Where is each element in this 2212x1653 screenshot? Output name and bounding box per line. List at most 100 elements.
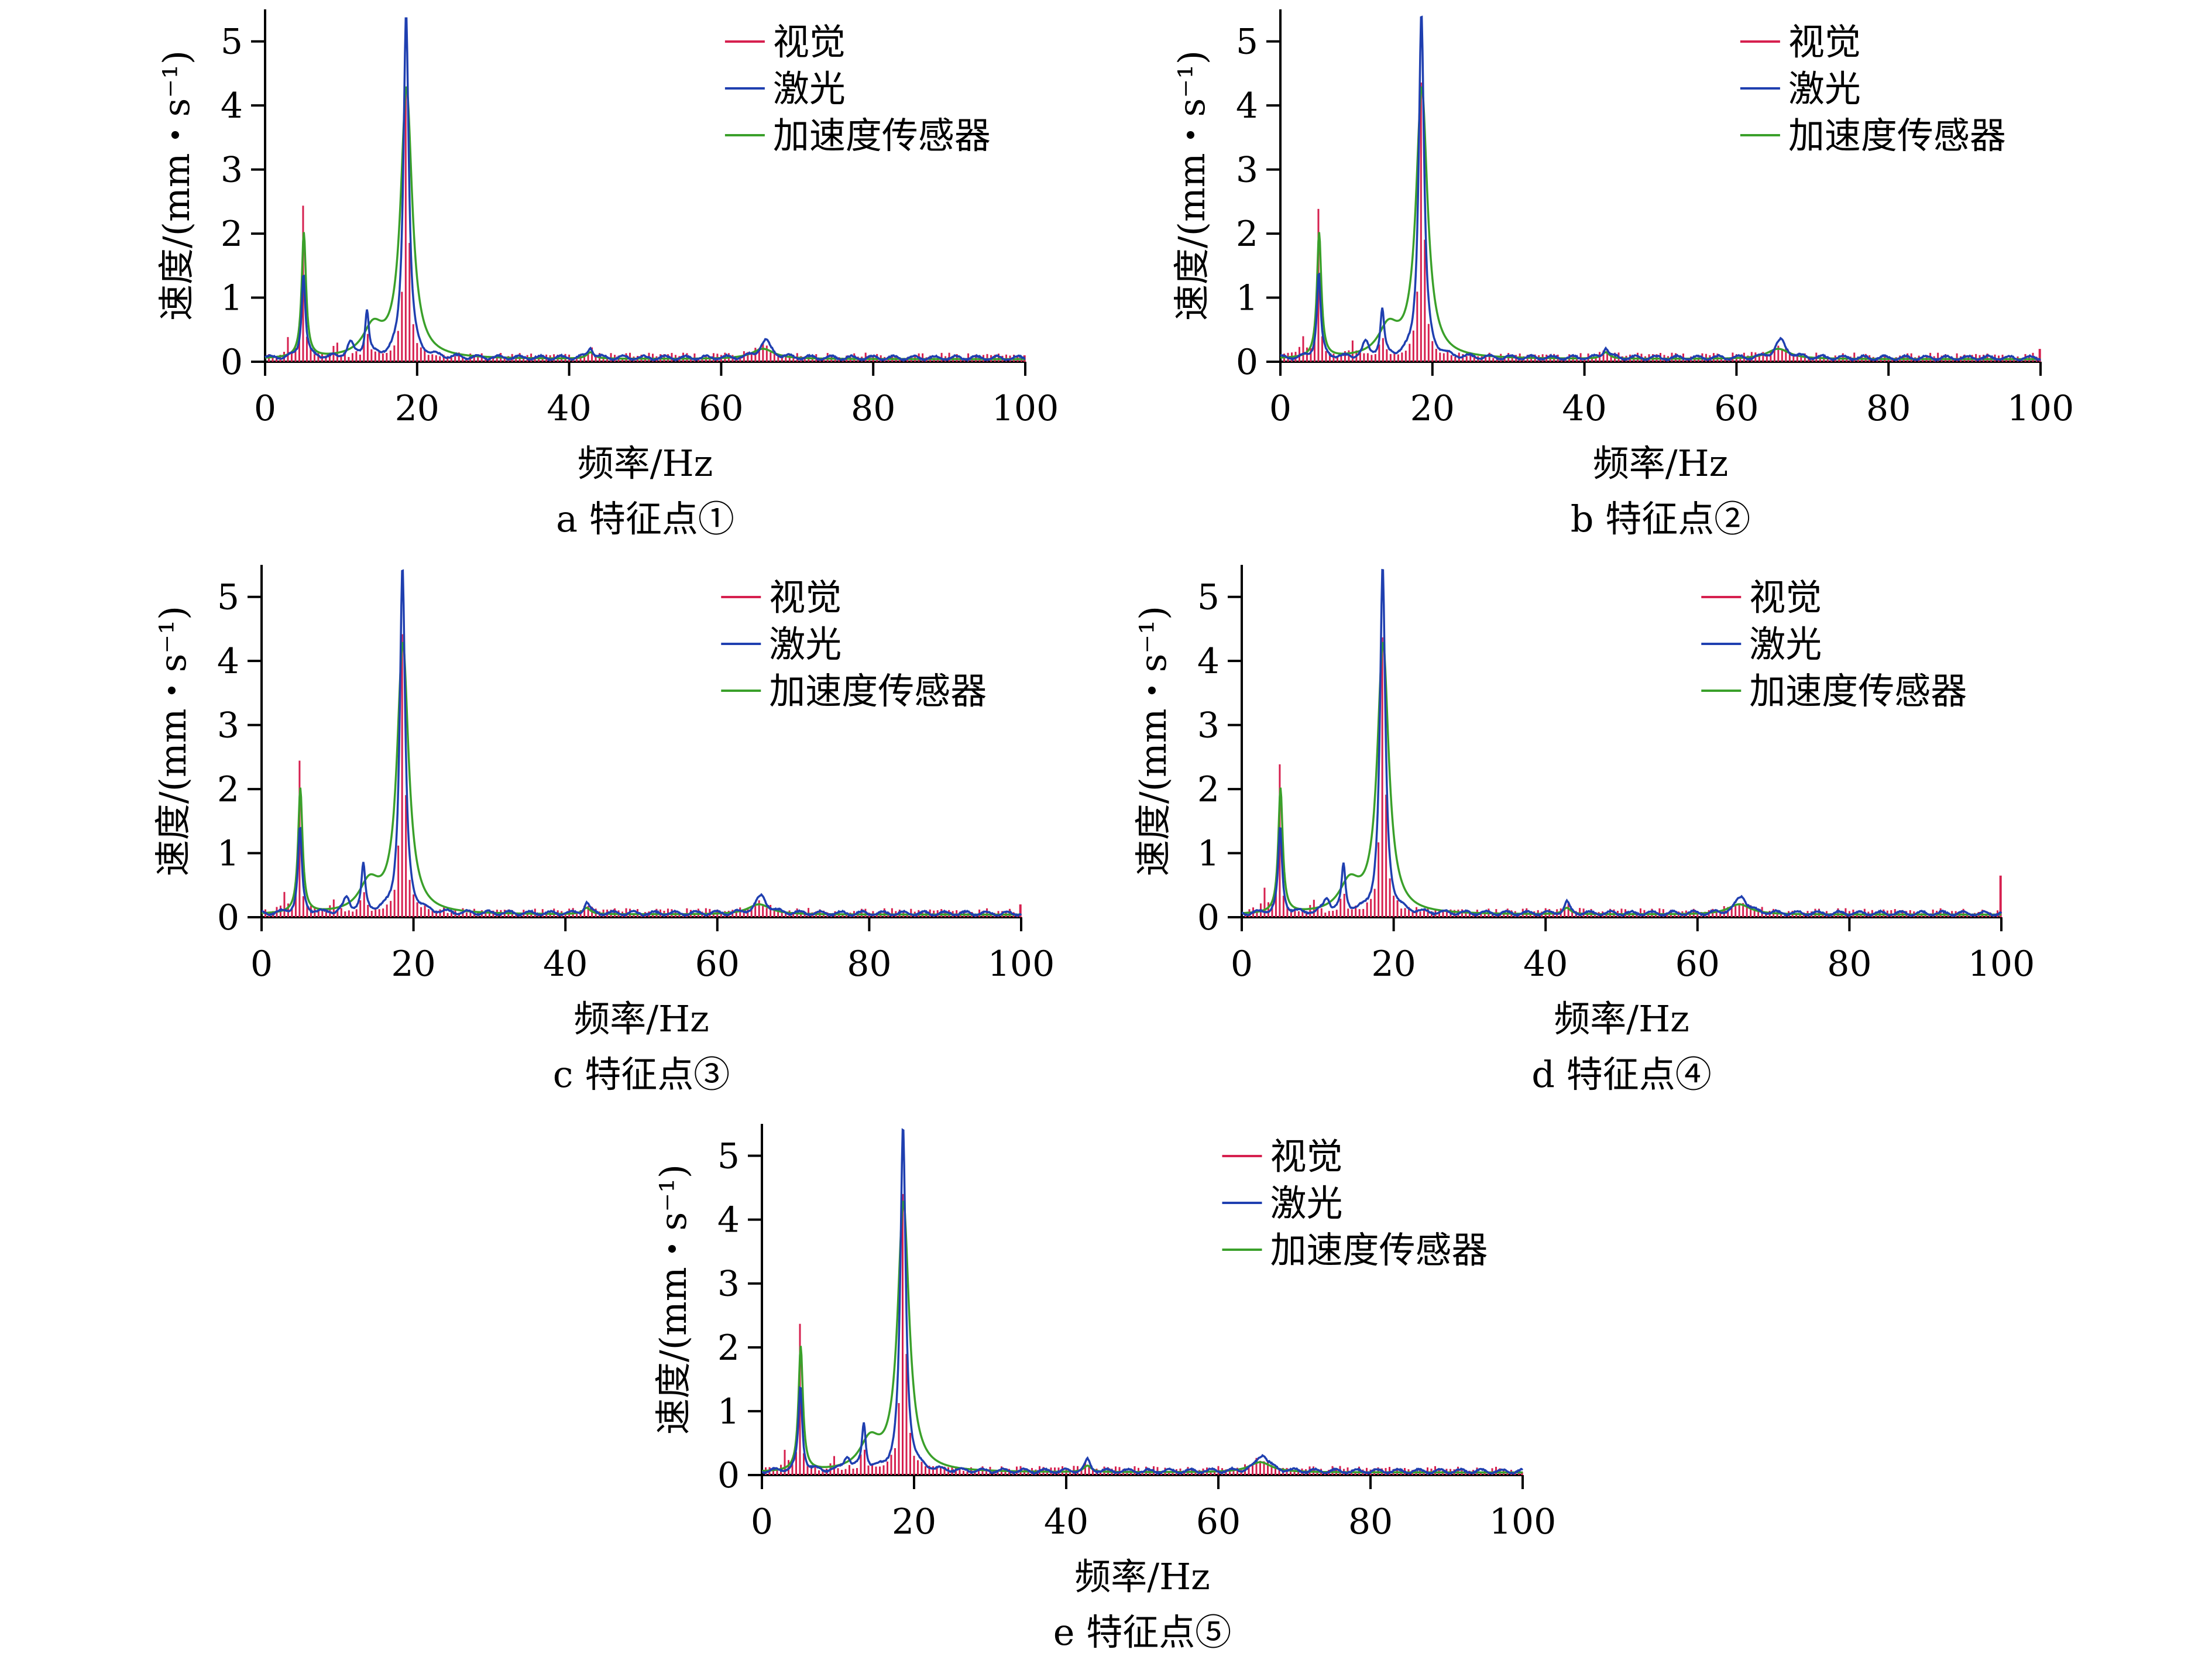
series-laser-line: [261, 569, 1022, 918]
panel-caption: a 特征点①: [556, 498, 734, 540]
y-axis-label: 速度/(mm・s⁻¹): [1170, 50, 1213, 321]
x-tick-label: 20: [395, 388, 439, 429]
x-tick-label: 40: [1523, 944, 1568, 985]
x-tick-label: 60: [699, 388, 743, 429]
y-tick-label: 0: [217, 897, 239, 938]
x-tick-label: 60: [1196, 1501, 1241, 1542]
y-tick-label: 3: [221, 150, 243, 191]
x-tick-label: 0: [751, 1501, 773, 1542]
x-tick-label: 80: [847, 944, 891, 985]
y-tick-label: 0: [717, 1455, 740, 1496]
legend-label: 加速度传感器: [1270, 1229, 1488, 1271]
y-tick-label: 3: [717, 1264, 740, 1305]
series-laser-line: [1241, 568, 2003, 918]
x-axis-label: 频率/Hz: [578, 442, 713, 485]
y-tick-label: 0: [1197, 897, 1220, 938]
y-tick-label: 2: [1197, 769, 1220, 810]
x-axis-label: 频率/Hz: [573, 997, 709, 1040]
y-tick-label: 4: [717, 1200, 740, 1241]
x-tick-label: 60: [695, 944, 740, 985]
y-tick-label: 0: [221, 342, 243, 383]
y-tick-label: 3: [217, 705, 239, 746]
series-laser-line: [1280, 15, 2041, 362]
x-tick-label: 60: [1714, 388, 1758, 429]
x-tick-label: 20: [391, 944, 435, 985]
x-tick-label: 0: [254, 388, 276, 429]
legend-label: 激光: [1270, 1182, 1343, 1225]
y-tick-label: 5: [1236, 22, 1258, 63]
y-tick-label: 1: [217, 834, 239, 874]
series-laser-line: [264, 17, 1026, 362]
legend-label: 视觉: [1749, 576, 1822, 619]
y-tick-label: 1: [221, 278, 243, 319]
y-tick-label: 4: [217, 641, 239, 682]
x-tick-label: 60: [1675, 944, 1720, 985]
chart-panel-e: 0 20 40 60 80 100 0 1 2 3 4 5 频率/Hz 速度/(mm・s⁻¹) e 特征点⑤…: [652, 1124, 1556, 1653]
y-axis-label: 速度/(mm・s⁻¹): [652, 1164, 695, 1435]
y-tick-label: 4: [1197, 641, 1220, 682]
x-tick-label: 80: [851, 388, 895, 429]
x-tick-label: 100: [2007, 388, 2074, 429]
y-tick-label: 3: [1197, 705, 1220, 746]
y-axis-label: 速度/(mm・s⁻¹): [1132, 606, 1174, 876]
legend-label: 视觉: [773, 20, 846, 63]
legend-label: 加速度传感器: [773, 114, 991, 157]
x-tick-label: 80: [1866, 388, 1911, 429]
x-tick-label: 100: [988, 944, 1055, 985]
legend-label: 加速度传感器: [1749, 670, 1967, 712]
panel-caption: b 特征点②: [1571, 498, 1750, 540]
x-tick-label: 40: [1044, 1501, 1088, 1542]
x-tick-label: 80: [1348, 1501, 1393, 1542]
series-vision: [264, 634, 1022, 917]
chart-panel-c: 0 20 40 60 80 100 0 1 2 3 4 5 频率/Hz 速度/(mm・s⁻¹) c 特征点③…: [152, 565, 1055, 1096]
y-tick-label: 4: [221, 85, 243, 126]
legend-label: 激光: [769, 623, 841, 666]
legend-label: 视觉: [769, 576, 841, 619]
panel-caption: d 特征点④: [1531, 1053, 1711, 1096]
y-tick-label: 2: [221, 214, 243, 255]
y-tick-label: 4: [1236, 85, 1258, 126]
x-axis-label: 频率/Hz: [1554, 997, 1689, 1040]
x-tick-label: 40: [543, 944, 588, 985]
y-tick-label: 1: [717, 1391, 740, 1432]
x-tick-label: 20: [1410, 388, 1455, 429]
y-tick-label: 1: [1197, 834, 1220, 874]
chart-panel-a: 0 20 40 60 80 100 0 1 2 3 4 5 频率/Hz 速度/(mm・s⁻¹) a 特征点①…: [155, 9, 1059, 540]
x-tick-label: 40: [1562, 388, 1606, 429]
x-tick-label: 20: [1371, 944, 1416, 985]
x-tick-label: 100: [992, 388, 1059, 429]
y-tick-label: 5: [1197, 577, 1220, 618]
legend-label: 视觉: [1270, 1135, 1343, 1178]
y-tick-label: 5: [217, 577, 239, 618]
x-tick-label: 80: [1827, 944, 1871, 985]
x-tick-label: 100: [1489, 1501, 1557, 1542]
y-tick-label: 0: [1236, 342, 1258, 383]
panel-caption: e 特征点⑤: [1053, 1611, 1231, 1653]
x-tick-label: 0: [250, 944, 273, 985]
legend-label: 视觉: [1788, 20, 1861, 63]
x-axis-label: 频率/Hz: [1593, 442, 1729, 485]
chart-panel-b: 0 20 40 60 80 100 0 1 2 3 4 5 频率/Hz 速度/(mm・s⁻¹) b 特征点②…: [1170, 9, 2074, 540]
x-tick-label: 40: [547, 388, 591, 429]
y-tick-label: 2: [717, 1328, 740, 1369]
y-tick-label: 1: [1236, 278, 1258, 319]
y-tick-label: 5: [221, 22, 243, 63]
series-accel-line: [265, 86, 1025, 361]
y-axis-label: 速度/(mm・s⁻¹): [155, 50, 198, 321]
chart-panel-d: 0 20 40 60 80 100 0 1 2 3 4 5 频率/Hz 速度/(mm・s⁻¹) d 特征点④…: [1132, 565, 2035, 1096]
x-tick-label: 0: [1231, 944, 1253, 985]
x-axis-label: 频率/Hz: [1074, 1555, 1210, 1598]
panel-caption: c 特征点③: [553, 1053, 730, 1096]
y-axis-label: 速度/(mm・s⁻¹): [152, 606, 194, 876]
legend-label: 激光: [1749, 623, 1822, 666]
y-tick-label: 3: [1236, 150, 1258, 191]
y-tick-label: 2: [1236, 214, 1258, 255]
x-tick-label: 100: [1968, 944, 2035, 985]
x-tick-label: 20: [892, 1501, 936, 1542]
